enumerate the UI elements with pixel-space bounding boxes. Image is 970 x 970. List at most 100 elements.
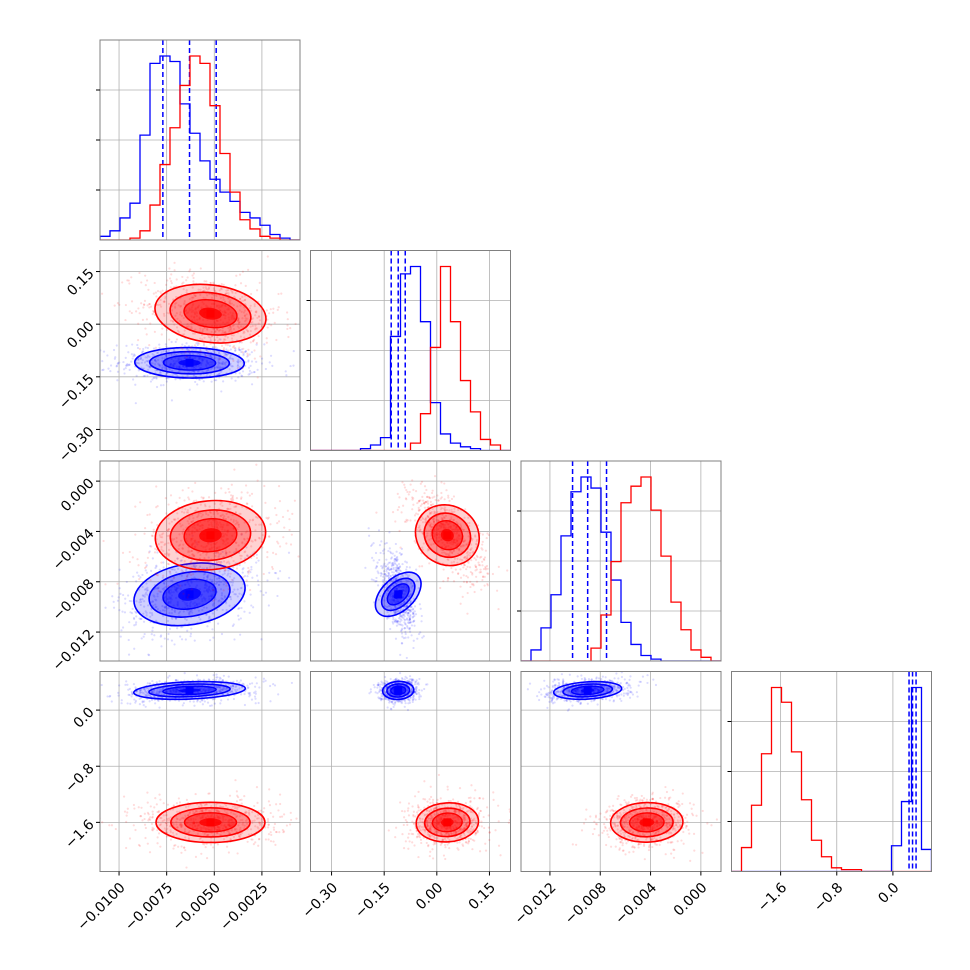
scatter-point	[217, 564, 220, 567]
scatter-point	[222, 348, 226, 352]
scatter-point	[168, 267, 171, 270]
scatter-point	[179, 559, 182, 562]
scatter-point	[223, 580, 226, 583]
scatter-point	[149, 615, 152, 618]
scatter-point	[239, 587, 242, 590]
scatter-point	[222, 589, 225, 592]
scatter-point	[217, 362, 221, 365]
scatter-point	[130, 311, 133, 315]
scatter-point	[117, 691, 120, 694]
scatter-point	[218, 373, 221, 376]
scatter-point	[235, 274, 238, 277]
scatter-point	[239, 360, 242, 363]
scatter-point	[248, 307, 252, 310]
scatter-point	[139, 357, 142, 361]
scatter-point	[123, 611, 127, 614]
scatter-point	[216, 608, 219, 611]
scatter-point	[218, 570, 221, 573]
scatter-point	[247, 366, 251, 369]
scatter-point	[250, 539, 253, 542]
scatter-point	[210, 296, 214, 299]
scatter-point	[224, 569, 227, 572]
scatter-point	[180, 352, 184, 355]
scatter-point	[215, 581, 219, 584]
scatter-point	[187, 496, 190, 499]
scatter-point	[244, 350, 247, 353]
scatter-point	[109, 364, 113, 367]
scatter-point	[227, 572, 230, 575]
scatter-point	[136, 346, 140, 350]
scatter-point	[255, 463, 258, 466]
scatter-point	[185, 618, 188, 622]
scatter-point	[242, 332, 245, 335]
scatter-point	[110, 700, 113, 703]
scatter-point	[222, 362, 225, 366]
scatter-point	[229, 302, 232, 305]
scatter-point	[214, 345, 217, 348]
scatter-point	[163, 300, 166, 303]
scatter-point	[159, 610, 162, 613]
scatter-point	[268, 804, 272, 807]
scatter-point	[138, 347, 141, 351]
scatter-point	[239, 512, 242, 515]
scatter-point	[225, 348, 228, 351]
scatter-point	[450, 566, 453, 570]
scatter-point	[165, 350, 168, 353]
scatter-point	[159, 590, 162, 593]
scatter-point	[404, 632, 407, 636]
scatter-point	[466, 612, 469, 615]
scatter-point	[443, 482, 446, 485]
scatter-point	[157, 364, 161, 367]
scatter-point	[477, 561, 480, 564]
scatter-point	[186, 348, 189, 351]
scatter-point	[222, 338, 226, 341]
scatter-point	[404, 630, 407, 634]
scatter-point	[237, 544, 240, 547]
scatter-point	[243, 537, 246, 540]
scatter-point	[149, 545, 152, 548]
scatter-point	[146, 811, 150, 814]
scatter-point	[277, 542, 280, 545]
scatter-point	[162, 366, 165, 369]
scatter-point	[183, 299, 186, 303]
scatter-point	[175, 540, 178, 543]
scatter-point	[187, 593, 190, 597]
scatter-point	[212, 604, 215, 607]
scatter-point	[278, 570, 282, 573]
scatter-point	[290, 681, 294, 685]
scatter-point	[202, 573, 205, 576]
scatter-point	[193, 332, 196, 335]
scatter-point	[231, 624, 234, 628]
scatter-point	[194, 328, 197, 331]
scatter-point	[221, 608, 224, 612]
scatter-point	[137, 307, 140, 310]
scatter-point	[477, 563, 480, 566]
scatter-point	[140, 302, 143, 305]
scatter-point	[222, 340, 225, 343]
scatter-point	[151, 362, 154, 365]
scatter-point	[228, 301, 231, 305]
scatter-point	[216, 366, 220, 369]
scatter-point	[194, 294, 197, 297]
scatter-point	[243, 610, 246, 613]
scatter-point	[243, 309, 247, 312]
scatter-point	[152, 309, 155, 313]
scatter-point	[202, 606, 206, 609]
scatter-point	[228, 575, 232, 578]
scatter-point	[162, 566, 165, 569]
scatter-point	[215, 551, 218, 555]
scatter-point	[168, 674, 171, 677]
scatter-point	[200, 515, 203, 518]
scatter-point	[235, 505, 238, 508]
scatter-point	[160, 536, 164, 539]
scatter-point	[483, 558, 486, 562]
scatter-point	[236, 595, 239, 598]
scatter-point	[248, 682, 252, 685]
scatter-point	[468, 566, 472, 569]
scatter-point	[207, 574, 210, 577]
scatter-point	[399, 653, 402, 656]
scatter-point	[386, 567, 389, 570]
scatter-point	[116, 361, 120, 365]
scatter-point	[383, 548, 386, 551]
scatter-point	[220, 344, 224, 347]
